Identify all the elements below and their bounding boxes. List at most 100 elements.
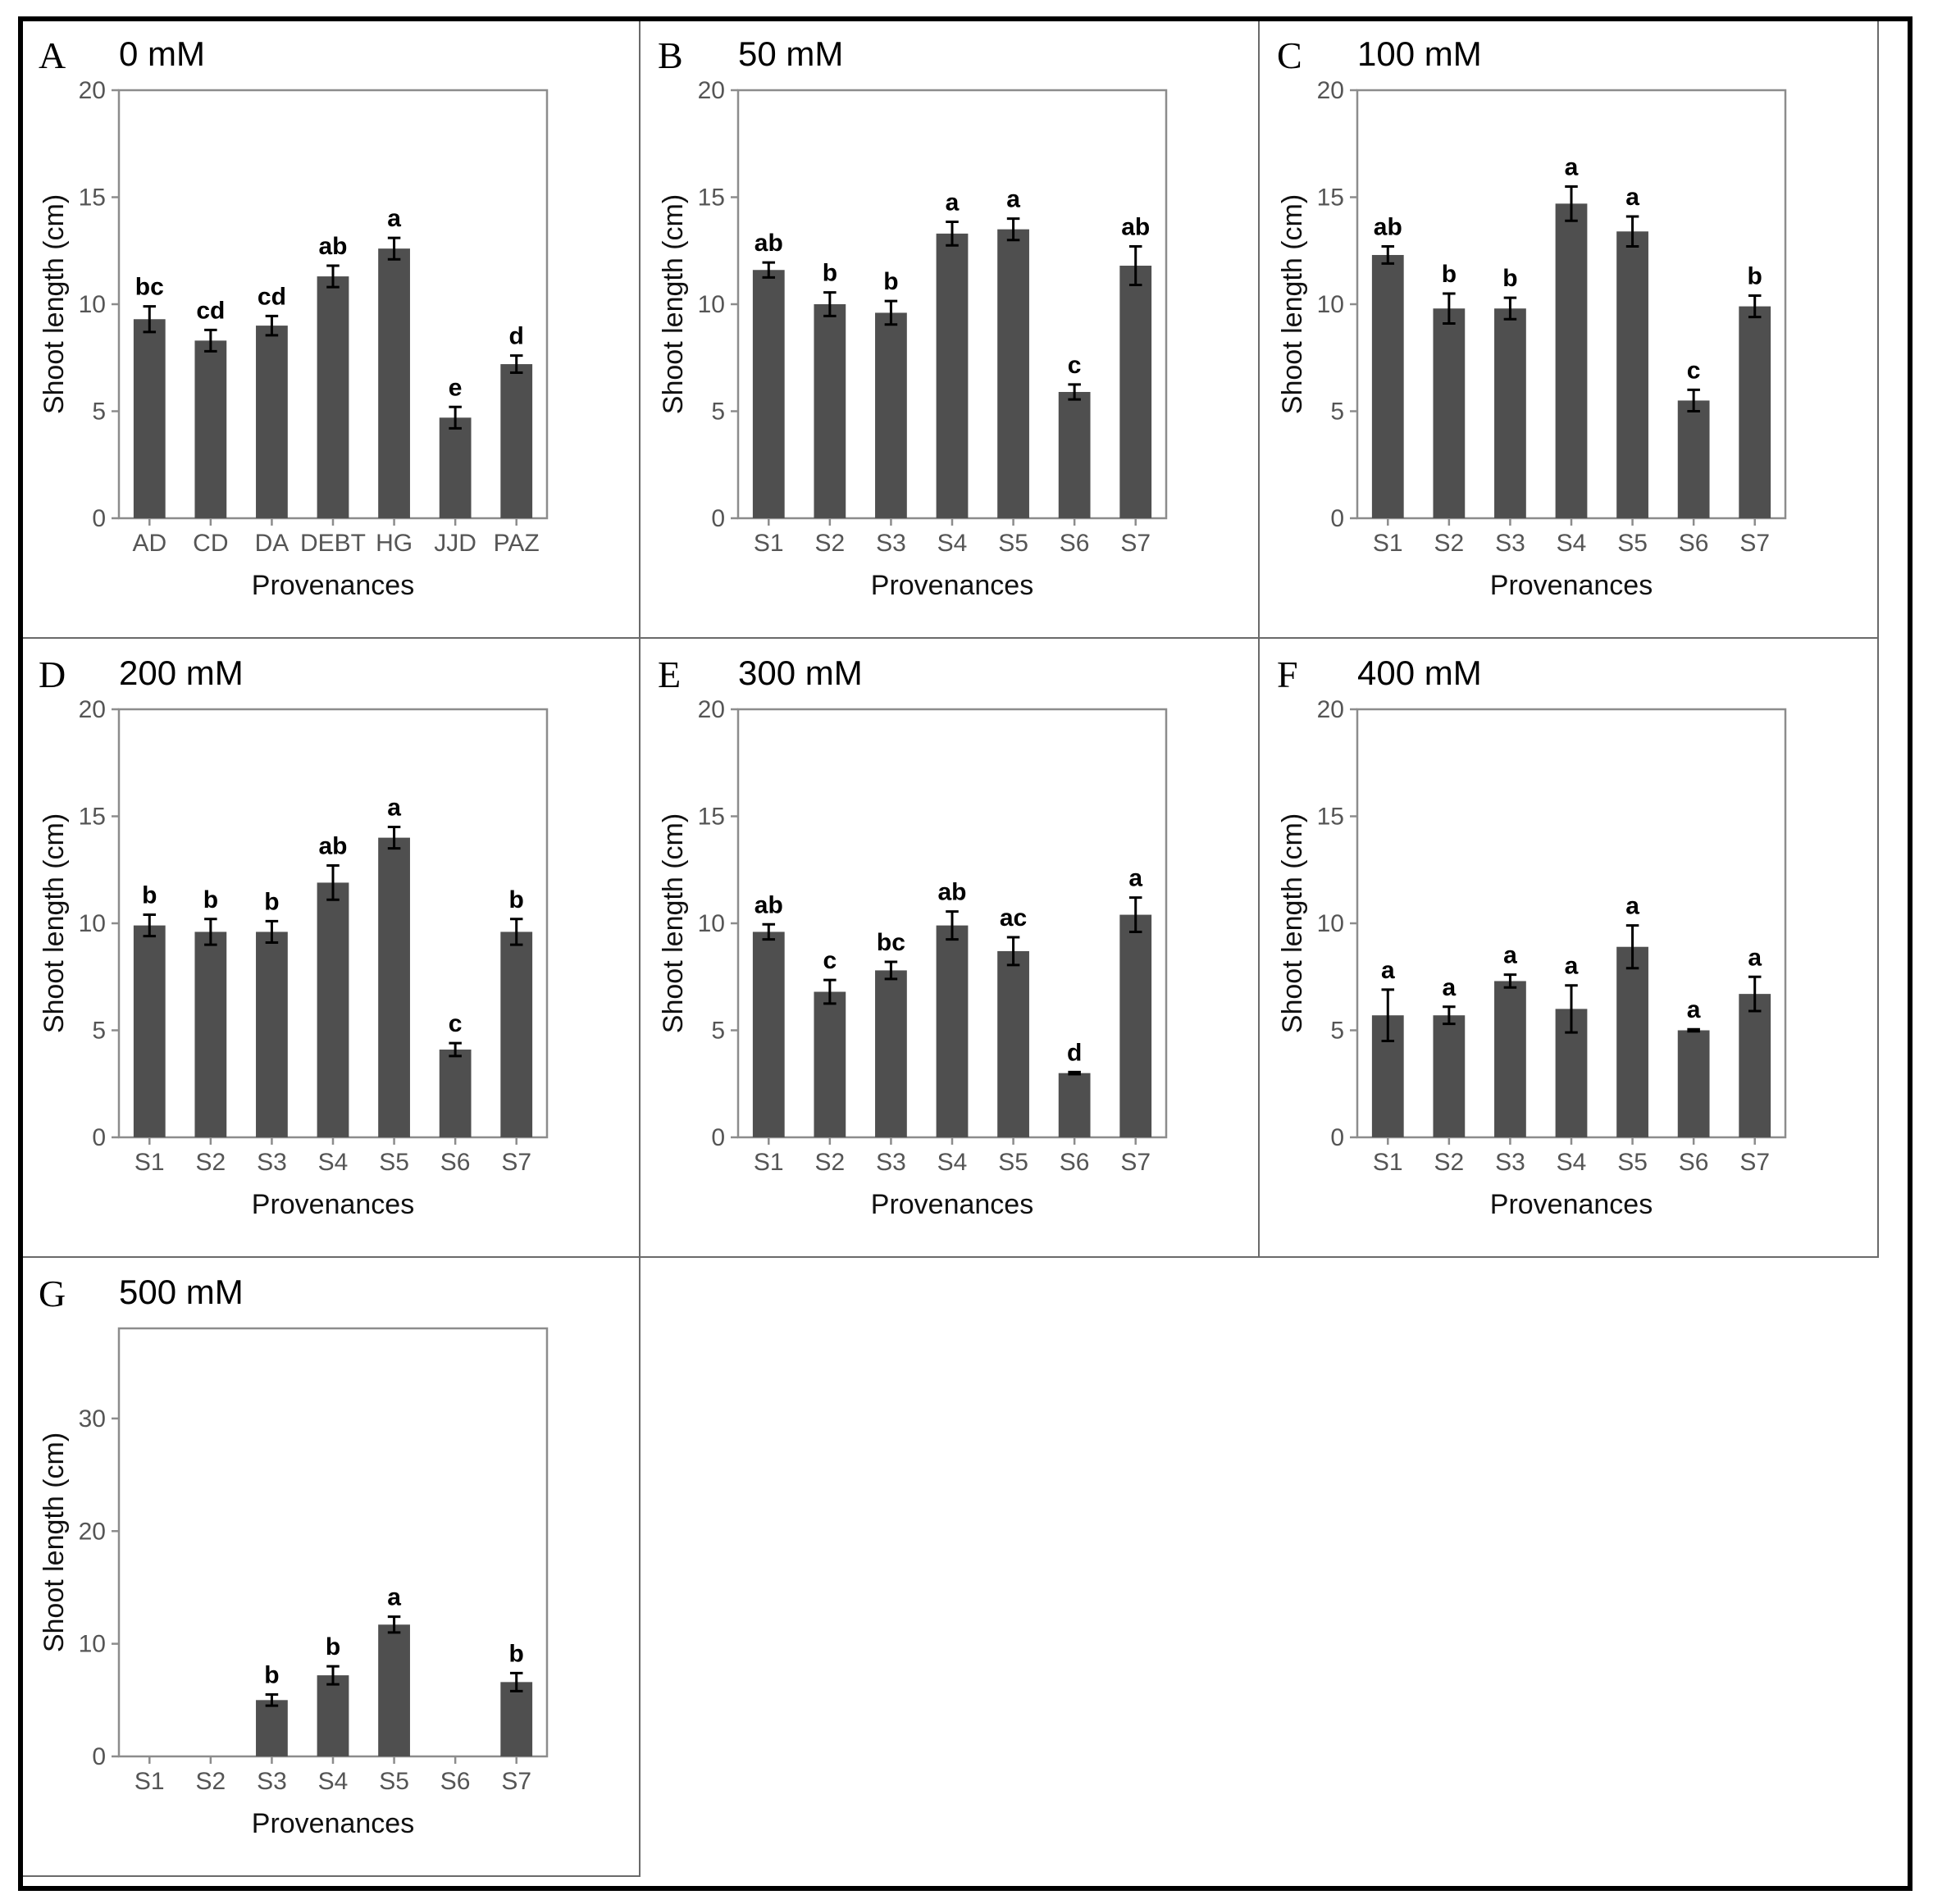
panel-d-bar-s1 (133, 925, 166, 1137)
panel-b-ytick-label-3: 15 (698, 184, 725, 212)
panel-d-xlabel: Provenances (252, 1189, 414, 1220)
panel-c-letter-s4: a (1565, 153, 1579, 180)
panel-g-bar-s5 (378, 1624, 410, 1756)
panel-b-xtick-label-5: S6 (1060, 530, 1090, 557)
panel-c-letter-s5: a (1625, 184, 1639, 211)
panel-a-xtick-label-5: JJD (434, 530, 476, 557)
panel-f-xtick-label-3: S4 (1557, 1149, 1587, 1176)
panel-f-bar-s7 (1739, 994, 1771, 1137)
panel-b-letter-s3: b (883, 268, 898, 295)
panel-a-ylabel: Shoot length (cm) (39, 194, 70, 414)
panel-a-letter-debt: ab (318, 233, 347, 260)
panel-b-letter-s4: a (946, 189, 960, 216)
panel-a-errorbar-hg (387, 236, 401, 261)
panel-f-bar-s3 (1494, 981, 1526, 1137)
panel-d-letter-s3: b (264, 888, 279, 915)
panel-f-letter-s7: a (1748, 944, 1762, 971)
panel-f-xtick-label-5: S6 (1679, 1149, 1709, 1176)
panel-c-errorbar-s4 (1565, 184, 1578, 222)
panel-a-letter-ad: bc (135, 274, 164, 301)
panel-e-ytick-label-1: 5 (711, 1018, 725, 1045)
panel-b-ylabel: Shoot length (cm) (658, 194, 689, 414)
panel-e: E 300 mM 0 5 10 15 20 S1 ab S2 c S3 bc S4 ab S5 ac S6 d S7 a… (639, 637, 1260, 1258)
panel-e-xtick-label-0: S1 (754, 1149, 784, 1176)
panel-a-errorbar-paz (509, 354, 523, 375)
panel-d-errorbar-s6 (449, 1041, 462, 1058)
panel-a-xtick-label-4: HG (376, 530, 413, 557)
panel-e-letter-s7: a (1128, 865, 1142, 892)
panel-a-letter-jjd: e (449, 374, 463, 401)
panel-c-bar-s5 (1616, 231, 1648, 518)
panel-g-xlabel: Provenances (252, 1808, 414, 1839)
panel-f-xtick-label-1: S2 (1434, 1149, 1465, 1176)
panel-e-bar-s4 (936, 925, 969, 1137)
panel-a-ytick-label-4: 20 (79, 77, 106, 104)
panel-a-xtick-label-2: DA (255, 530, 289, 557)
panel-d-ylabel: Shoot length (cm) (39, 813, 70, 1033)
panel-a-errorbar-ad (143, 305, 157, 334)
panel-b-letter-s2: b (823, 260, 837, 287)
panel-d-bar-s5 (378, 837, 410, 1137)
panel-c-errorbar-s7 (1748, 294, 1762, 319)
panel-f-letter-s3: a (1503, 942, 1517, 969)
panel-b-ytick-label-1: 5 (711, 399, 725, 426)
panel-e-errorbar-s1 (762, 922, 776, 941)
panel-c-bar-s7 (1739, 306, 1771, 518)
panel-g-letter-s7: b (509, 1640, 524, 1667)
panel-f-errorbar-s6 (1687, 1027, 1700, 1033)
panel-b-letter-s6: c (1068, 352, 1082, 379)
panel-e-bar-s7 (1119, 914, 1152, 1137)
panel-f-xtick-label-2: S3 (1495, 1149, 1525, 1176)
panel-f-title: 400 mM (1357, 654, 1482, 692)
panel-e-errorbar-s3 (884, 960, 898, 981)
panel-d-letter-s2: b (203, 886, 218, 913)
panel-d-xtick-label-5: S6 (440, 1149, 471, 1176)
panel-f: F 400 mM 0 5 10 15 20 S1 a S2 a S3 a S4 a S5 a S6 a S7 a Prov… (1258, 637, 1879, 1258)
panel-d-bar-s3 (256, 932, 288, 1137)
panel-c-bar-s4 (1555, 203, 1588, 518)
panel-b-bar-s3 (875, 312, 907, 518)
panel-b-ytick-label-4: 20 (698, 77, 725, 104)
panel-e-ylabel: Shoot length (cm) (658, 813, 689, 1033)
panel-b-errorbar-s6 (1068, 383, 1081, 401)
panel-b-letter-s7: ab (1121, 214, 1150, 241)
panel-b-bar-s5 (997, 229, 1029, 518)
panel-e-letter-s1: ab (755, 891, 783, 918)
panel-g-letter-s5: a (387, 1584, 401, 1611)
panel-b-errorbar-s1 (762, 261, 776, 279)
panel-g-xtick-label-4: S5 (379, 1768, 409, 1795)
panel-a-bar-debt (317, 276, 349, 518)
panel-c-title: 100 mM (1357, 34, 1482, 73)
panel-c-errorbar-s5 (1625, 215, 1639, 248)
panel-c-bar-s3 (1494, 308, 1526, 518)
panel-d-letter: D (39, 654, 66, 695)
panel-c-xlabel: Provenances (1490, 570, 1653, 601)
panel-f-letter-s2: a (1443, 974, 1457, 1001)
panel-d-letter-s7: b (509, 886, 524, 913)
panel-a-bar-ad (133, 319, 166, 518)
panel-g-bar-s4 (317, 1675, 349, 1756)
panel-g-errorbar-s3 (265, 1692, 279, 1707)
panel-g-letter-s4: b (326, 1633, 340, 1660)
panel-e-bar-s1 (752, 932, 785, 1137)
panel-d-letter-s6: c (449, 1010, 463, 1037)
panel-c-errorbar-s1 (1381, 245, 1395, 265)
panel-e-bar-s6 (1058, 1073, 1091, 1137)
panel-c-ylabel: Shoot length (cm) (1277, 194, 1308, 414)
panel-f-errorbar-s1 (1381, 988, 1395, 1043)
panel-d-letter-s4: ab (318, 833, 347, 860)
panel-b-bar-s2 (814, 304, 846, 518)
panel-a-xlabel: Provenances (252, 570, 414, 601)
panel-b-xtick-label-3: S4 (937, 530, 968, 557)
panel-f-xtick-label-0: S1 (1373, 1149, 1403, 1176)
panel-a-letter-cd: cd (196, 297, 225, 324)
panel-b-ytick-label-2: 10 (698, 291, 725, 318)
panel-g-letter: G (39, 1273, 66, 1314)
panel-b-xlabel: Provenances (871, 570, 1033, 601)
panel-g: G 500 mM 0 10 20 30 S1 S2 S3 b S4 b S5 a S6 S7 b Provenan… (20, 1256, 641, 1877)
panel-c-letter-s7: b (1748, 263, 1762, 290)
panel-a-ytick-label-0: 0 (92, 505, 106, 532)
panel-f-errorbar-s7 (1748, 975, 1762, 1013)
panel-f-errorbar-s4 (1565, 984, 1578, 1034)
panel-c-errorbar-s3 (1503, 296, 1517, 321)
